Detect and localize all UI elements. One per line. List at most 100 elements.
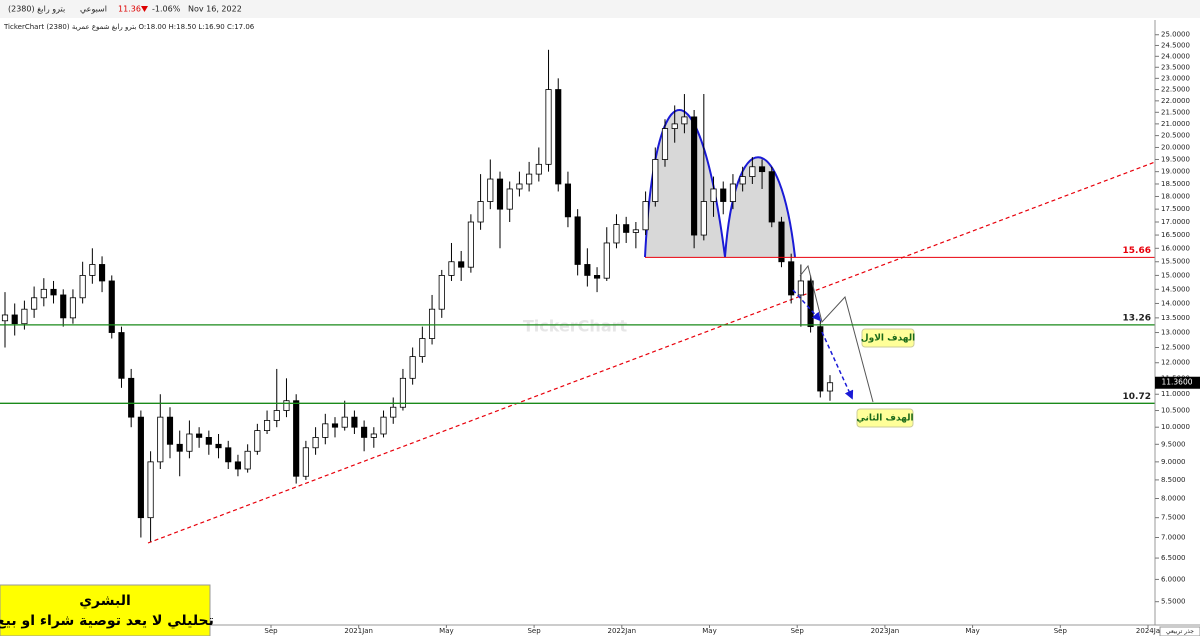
scale-name: جذر تربيعي: [1166, 628, 1194, 635]
candle-body: [700, 201, 707, 236]
candle-body: [603, 242, 610, 279]
candle-body: [758, 166, 766, 173]
y-tick-label: 24.5000: [1161, 41, 1190, 49]
candle-body: [564, 183, 572, 218]
candle-body: [128, 377, 135, 418]
y-tick-label: 10.0000: [1161, 423, 1190, 431]
candle-body: [234, 461, 242, 470]
candle-body: [1, 314, 9, 322]
annotation: الهدف الثاني: [856, 414, 913, 424]
candle-body: [263, 420, 271, 431]
candle-body: [341, 416, 348, 428]
candle-body: [225, 447, 232, 463]
candle-body: [79, 275, 86, 299]
price-tag-label: 11.3600: [1161, 378, 1192, 387]
annotation-box: [861, 328, 915, 348]
candle-body: [593, 275, 601, 279]
candle-body: [642, 201, 649, 231]
y-tick-label: 15.0000: [1161, 271, 1190, 279]
y-tick-label: 23.0000: [1161, 74, 1190, 82]
candle-body: [467, 221, 474, 268]
y-tick-label: 25.0000: [1161, 31, 1190, 39]
candle-body: [661, 128, 669, 160]
candle-body: [166, 416, 174, 445]
y-tick-label: 7.0000: [1161, 534, 1186, 542]
y-tick-label: 17.0000: [1161, 218, 1190, 226]
candle-body: [351, 416, 358, 428]
candle-body: [322, 423, 329, 438]
candle-body: [729, 183, 737, 202]
candle-body: [487, 178, 494, 202]
y-tick-label: 17.5000: [1161, 205, 1190, 213]
x-tick-label: Sep: [1054, 627, 1068, 635]
y-tick-label: 19.0000: [1161, 168, 1190, 176]
y-tick-label: 8.5000: [1161, 476, 1186, 484]
candle-body: [720, 188, 727, 202]
candle-body: [477, 201, 484, 223]
x-tick-label: 2024Ja: [1136, 627, 1160, 635]
plot-area: [0, 49, 1155, 544]
info: TickerChart بترو رابغ شموع عمرية (2380) …: [3, 23, 255, 31]
y-tick-label: 13.5000: [1161, 314, 1190, 322]
y-tick-label: 21.5000: [1161, 108, 1190, 116]
candle-body: [545, 89, 552, 165]
candle-body: [147, 461, 154, 519]
candle-body: [555, 89, 562, 185]
level-label: 15.66: [1123, 246, 1151, 256]
candle-body: [244, 450, 251, 470]
y-tick-label: 9.5000: [1161, 440, 1186, 448]
candle-body: [516, 183, 523, 190]
y-tick-label: 7.5000: [1161, 514, 1186, 522]
y-tick-label: 12.0000: [1161, 359, 1190, 367]
y-tick-label: 6.5000: [1161, 554, 1186, 562]
candle-body: [50, 288, 57, 296]
candle-body: [254, 430, 261, 452]
candle-body: [826, 382, 834, 392]
arrow: [821, 331, 854, 400]
candle-body: [98, 264, 106, 282]
candle-body: [574, 216, 581, 265]
candle-body: [797, 280, 804, 296]
candle-body: [40, 288, 47, 299]
candle-body: [312, 437, 319, 449]
candle-body: [89, 264, 96, 276]
candle-body: [283, 400, 290, 411]
level-label: 13.26: [1123, 313, 1151, 323]
y-tick-label: 22.0000: [1161, 97, 1190, 105]
y-tick-label: 9.0000: [1161, 458, 1186, 466]
candle-body: [11, 314, 18, 325]
annotation: الهدف الاول: [861, 334, 915, 344]
candle-body: [681, 116, 688, 125]
y-tick-label: 16.0000: [1161, 244, 1190, 252]
x-tick-label: May: [965, 627, 979, 635]
candle-body: [438, 275, 445, 310]
candle-body: [419, 338, 426, 358]
level-label: 10.72: [1123, 392, 1151, 402]
candle-body: [21, 308, 28, 325]
candle-body: [652, 159, 659, 202]
watermark: TickerChart: [523, 317, 628, 336]
x-tick-label: 2023Jan: [871, 627, 900, 635]
x-tick-label: Sep: [527, 627, 541, 635]
scale-box: [1159, 626, 1200, 636]
candle-body: [331, 423, 339, 428]
candles: [1, 49, 834, 542]
y-tick-label: 6.0000: [1161, 575, 1186, 583]
candle-body: [293, 400, 300, 477]
candle-body: [807, 280, 814, 328]
candle-body: [671, 123, 678, 129]
candle-body: [691, 116, 698, 236]
y-tick-label: 18.0000: [1161, 192, 1190, 200]
pattern-fill: [645, 110, 795, 257]
price-tag: [1155, 376, 1200, 389]
candle-body: [69, 297, 77, 319]
candle-body: [108, 280, 115, 333]
candle-body: [390, 406, 397, 418]
candle-body: [428, 308, 436, 339]
candle-body: [778, 221, 785, 263]
candle-body: [768, 171, 775, 223]
y-tick-label: 24.0000: [1161, 52, 1190, 60]
candle-body: [448, 261, 455, 276]
y-tick-label: 19.5000: [1161, 155, 1190, 163]
